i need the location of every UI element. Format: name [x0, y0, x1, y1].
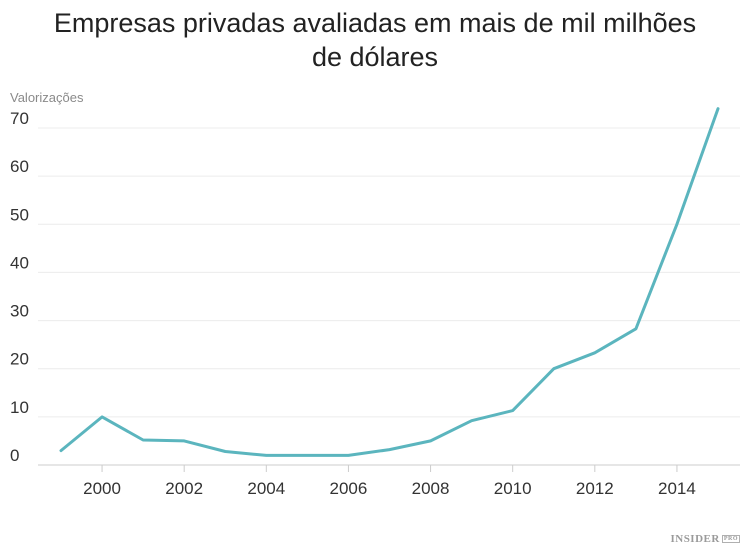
- y-tick-label: 30: [10, 302, 29, 321]
- y-tick-label: 40: [10, 253, 29, 272]
- y-tick-label: 20: [10, 350, 29, 369]
- data-point: [347, 454, 350, 457]
- y-axis-label: Valorizações: [10, 90, 84, 105]
- x-tick-label: 2004: [247, 479, 285, 498]
- data-point: [142, 438, 145, 441]
- y-tick-label: 60: [10, 157, 29, 176]
- data-point: [60, 449, 63, 452]
- y-tick-label: 10: [10, 398, 29, 417]
- logo-text: INSIDER: [670, 533, 720, 545]
- x-tick-label: 2008: [412, 479, 450, 498]
- logo-suffix: PRO: [721, 535, 740, 543]
- chart-title: Empresas privadas avaliadas em mais de m…: [0, 6, 750, 74]
- series-line: [59, 107, 720, 457]
- x-tick-label: 2010: [494, 479, 532, 498]
- insider-pro-logo: INSIDER PRO: [670, 533, 740, 545]
- data-point: [306, 454, 309, 457]
- x-tick-label: 2014: [658, 479, 696, 498]
- y-tick-label: 50: [10, 205, 29, 224]
- data-point: [552, 367, 555, 370]
- y-tick-label: 70: [10, 109, 29, 128]
- x-tick-label: 2006: [330, 479, 368, 498]
- y-axis-ticks: 0 10 20 30 40 50 60 70: [10, 109, 29, 465]
- data-point: [224, 450, 227, 453]
- gridlines: [38, 127, 740, 466]
- data-point: [429, 439, 432, 442]
- x-axis: 2000 2002 2004 2006 2008 2010 2012 2014: [83, 465, 696, 498]
- x-tick-label: 2002: [165, 479, 203, 498]
- data-point: [634, 327, 637, 330]
- x-tick-label: 2000: [83, 479, 121, 498]
- data-point: [183, 439, 186, 442]
- data-point: [265, 454, 268, 457]
- series-group: [59, 107, 720, 457]
- chart-title-line-2: de dólares: [311, 42, 439, 72]
- data-point: [388, 448, 391, 451]
- data-point: [101, 415, 104, 418]
- y-tick-label: 0: [10, 446, 19, 465]
- data-point: [511, 409, 514, 412]
- x-tick-label: 2012: [576, 479, 614, 498]
- data-point: [593, 351, 596, 354]
- chart-title-line-1: Empresas privadas avaliadas em mais de m…: [53, 8, 697, 38]
- data-point: [675, 223, 678, 226]
- data-point: [470, 419, 473, 422]
- data-point: [717, 107, 720, 110]
